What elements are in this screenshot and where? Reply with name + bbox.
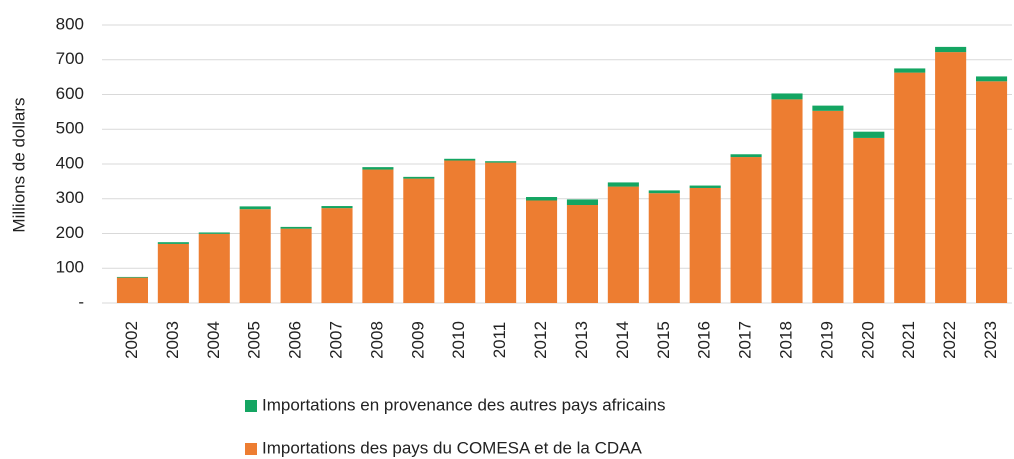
bar-segment [607,182,639,187]
x-tick-label: 2015 [654,321,673,359]
y-tick-label: 100 [56,258,84,277]
x-tick-label: 2011 [490,322,509,359]
bar-segment [689,187,721,303]
legend-swatch [245,400,257,412]
y-tick-label: 400 [56,153,84,172]
bar-segment [853,131,885,138]
bar-segment [321,206,353,209]
y-tick-label: 800 [56,14,84,33]
bar-segment [362,169,394,303]
y-tick-label: 200 [56,223,84,242]
bar-segment [116,276,148,278]
legend-label: Importations des pays du COMESA et de la… [262,438,643,457]
y-axis-label: Millions de dollars [9,97,28,232]
x-tick-label: 2016 [695,321,714,359]
bar-segment [894,68,926,73]
bar-segment [198,233,230,303]
bar-segment [280,226,312,229]
bar-segment [321,208,353,303]
x-tick-label: 2007 [326,321,345,359]
x-tick-label: 2017 [736,321,755,359]
x-tick-label: 2020 [858,321,877,359]
bar-segment [566,205,598,303]
bar-segment [607,186,639,303]
bar-segment [689,185,721,188]
bar-segment [362,167,394,170]
bar-segment [403,176,435,179]
x-tick-label: 2019 [817,321,836,359]
bar-segment [157,243,189,303]
x-tick-label: 2010 [449,321,468,359]
bar-segment [976,76,1008,82]
x-tick-label: 2002 [122,321,141,359]
y-tick-label: 500 [56,119,84,138]
bar-segment [444,160,476,303]
x-tick-label: 2018 [776,321,795,359]
bar-segment [116,277,148,303]
bar-segment [239,209,271,303]
bar-segment [648,190,680,194]
bar-segment [730,154,762,158]
y-tick-label: 300 [56,188,84,207]
x-tick-label: 2005 [245,321,264,359]
y-tick-label: - [78,292,84,311]
bar-segment [198,232,230,234]
bar-segment [526,200,558,303]
x-tick-label: 2004 [204,321,223,359]
bar-segment [812,110,844,304]
bar-segment [526,197,558,201]
bar-segment [239,206,271,210]
x-tick-label: 2012 [531,321,550,359]
bar-segment [403,178,435,303]
bar-segment [730,157,762,303]
x-tick-label: 2021 [899,321,918,359]
bar-segment [648,193,680,303]
legend-swatch [245,443,257,455]
x-tick-label: 2009 [408,321,427,359]
x-tick-label: 2006 [286,321,305,359]
bar-segment [976,81,1008,303]
x-tick-label: 2008 [367,321,386,359]
bar-segment [485,162,517,303]
bar-segment [853,137,885,303]
bar-segment [485,161,517,163]
x-tick-label: 2023 [981,321,1000,359]
bar-segment [771,99,803,304]
bar-segment [894,72,926,303]
x-tick-label: 2022 [940,321,959,359]
x-tick-label: 2003 [163,321,182,359]
legend-label: Importations en provenance des autres pa… [262,395,666,414]
x-tick-label: 2014 [613,321,632,359]
bar-segment [157,242,189,244]
x-tick-label: 2013 [572,321,591,359]
bar-segment [566,199,598,206]
bar-segment [935,52,967,304]
bar-segment [444,158,476,161]
bar-segment [935,46,967,53]
bar-segment [771,93,803,100]
bar-segment [812,105,844,111]
y-tick-label: 700 [56,49,84,68]
y-tick-label: 600 [56,84,84,103]
bar-segment [280,228,312,303]
